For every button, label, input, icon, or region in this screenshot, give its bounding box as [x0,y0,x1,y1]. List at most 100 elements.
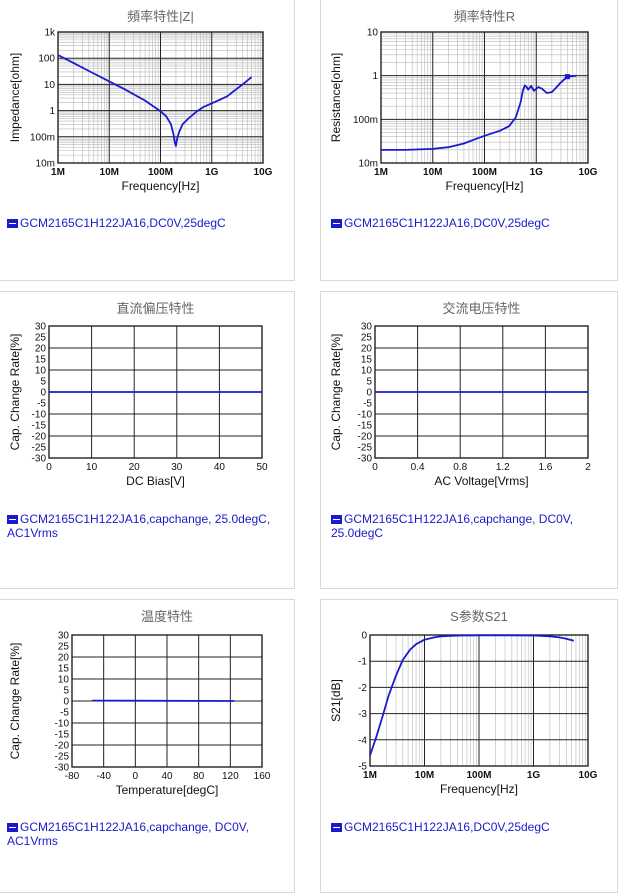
y-tick-label: 10m [36,159,55,170]
y-axis-label: Cap. Change Rate[%] [8,334,22,451]
legend-label: GCM2165C1H122JA16,capchange, 25.0degC, A… [7,512,271,540]
x-tick-label: 0 [133,771,139,782]
x-tick-label: 10G [254,167,273,178]
y-tick-label: 1k [44,28,56,39]
y-tick-label: 25 [361,333,373,344]
y-tick-label: -30 [32,454,47,465]
y-tick-label: 0 [361,631,367,642]
y-tick-label: 100m [30,132,55,143]
chart-panel-resistance: 頻率特性R 10m 100m 1 10 1M 10M 100M 1G 10G Frequency[… [320,0,618,281]
x-tick-label: 2 [585,462,591,473]
y-tick-label: 10 [367,28,379,39]
x-tick-label: 20 [129,462,141,473]
y-axis-label: Resistance[ohm] [329,53,343,142]
y-tick-label: -15 [32,421,47,432]
y-tick-label: -15 [55,730,70,741]
x-axis-label: AC Voltage[Vrms] [434,474,528,488]
x-axis-label: Frequency[Hz] [445,179,523,193]
x-tick-label: 40 [214,462,226,473]
legend: GCM2165C1H122JA16,capchange, DC0V, 25.0d… [331,512,601,540]
y-tick-label: -25 [358,443,373,454]
y-tick-label: -20 [358,432,373,443]
y-tick-label: -5 [358,762,367,773]
chart-title: 直流偏压特性 [116,301,195,316]
x-tick-label: 0.8 [453,462,467,473]
legend-icon [331,515,342,524]
y-tick-label: -25 [55,752,70,763]
y-tick-label: -30 [55,763,70,774]
chart-panel-temperature: 温度特性 -30 -25 -20 -15 -10 -5 0 5 10 15 20 25 30 -80 -40… [0,599,295,893]
x-tick-label: 10G [579,167,598,178]
y-tick-label: 10 [58,675,70,686]
x-tick-label: 160 [254,771,271,782]
y-tick-label: -25 [32,443,47,454]
y-tick-label: -4 [358,735,367,746]
chart-title: 交流电压特性 [442,301,521,316]
legend-label: GCM2165C1H122JA16,DC0V,25degC [344,216,550,230]
chart-title: 頻率特性|Z| [127,9,194,24]
x-tick-label: 1.2 [496,462,510,473]
y-tick-label: -20 [32,432,47,443]
chart-title: 頻率特性R [453,9,516,24]
y-tick-label: -5 [363,399,372,410]
y-tick-label: 15 [361,355,373,366]
y-tick-label: -5 [60,708,69,719]
y-tick-label: 0 [366,388,372,399]
y-tick-label: 10 [35,366,47,377]
x-tick-label: 1G [205,167,219,178]
legend-label: GCM2165C1H122JA16,DC0V,25degC [20,216,226,230]
y-tick-label: -5 [37,399,46,410]
legend-label: GCM2165C1H122JA16,DC0V,25degC [344,820,550,834]
y-tick-label: 1 [372,71,378,82]
x-axis-label: DC Bias[V] [126,474,185,488]
y-tick-label: -1 [358,657,367,668]
legend-label: GCM2165C1H122JA16,capchange, DC0V, 25.0d… [331,512,574,540]
impedance-chart: 10m 100m 1 10 100 1k 1M 10M 100M 1G 10G Frequency[H… [8,28,273,194]
legend: GCM2165C1H122JA16,capchange, DC0V, AC1Vr… [7,820,277,848]
y-tick-label: 25 [35,333,47,344]
chart-title: S参数S21 [450,609,508,624]
x-tick-label: -40 [96,771,111,782]
y-axis-label: Cap. Change Rate[%] [329,334,343,451]
x-axis-label: Frequency[Hz] [121,179,199,193]
x-tick-label: 0 [372,462,378,473]
series-marker [564,74,570,80]
y-tick-label: -2 [358,683,367,694]
chart-title: 温度特性 [140,609,193,624]
y-tick-label: 20 [35,344,47,355]
y-tick-label: 10 [44,80,56,91]
y-tick-label: 100 [38,54,55,65]
y-tick-label: -10 [358,410,373,421]
x-tick-label: 1M [374,167,388,178]
series-line [381,74,577,151]
y-tick-label: 25 [58,642,70,653]
x-tick-label: 100M [472,167,497,178]
legend: GCM2165C1H122JA16,capchange, 25.0degC, A… [7,512,277,540]
y-tick-label: -10 [32,410,47,421]
plot-frame [57,31,264,164]
x-tick-label: 10M [415,770,434,781]
resistance-chart: 10m 100m 1 10 1M 10M 100M 1G 10G Frequency[Hz] Res… [329,28,598,194]
x-tick-label: 10 [86,462,98,473]
y-axis-label: S21[dB] [329,679,343,722]
y-tick-label: 5 [63,686,69,697]
x-tick-label: 1M [363,770,377,781]
s21-chart: -5 -4 -3 -2 -1 0 1M 10M 100M 1G 10G Frequency[Hz] S2… [329,631,598,797]
y-tick-label: 10m [359,159,378,170]
series-line [57,54,253,147]
y-tick-label: 20 [58,653,70,664]
x-tick-label: 1M [51,167,65,178]
x-tick-label: 1G [530,167,544,178]
x-tick-label: 80 [193,771,205,782]
y-tick-label: -20 [55,741,70,752]
y-tick-label: 5 [366,377,372,388]
chart-panel-s21: S参数S21 -5 -4 -3 -2 -1 0 1M 10M 100M 1G 10G Frequenc… [320,599,618,893]
x-tick-label: 50 [256,462,268,473]
x-tick-label: 10M [423,167,442,178]
x-tick-label: 0.4 [411,462,425,473]
legend-icon [7,515,18,524]
y-tick-label: -15 [358,421,373,432]
y-tick-label: 5 [40,377,46,388]
x-tick-label: -80 [65,771,80,782]
